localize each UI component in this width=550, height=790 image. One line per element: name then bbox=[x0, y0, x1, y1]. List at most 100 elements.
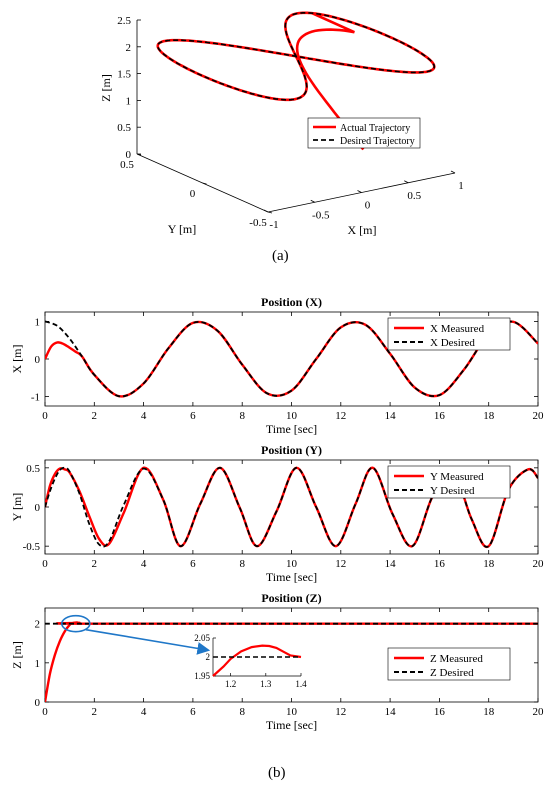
desired-trajectory-line bbox=[156, 12, 436, 101]
x-tick-label: -0.5 bbox=[312, 209, 330, 221]
x-tick-label: 12 bbox=[335, 558, 346, 570]
y-tick-label: 0 bbox=[35, 697, 41, 709]
z-tick-label: 1 bbox=[126, 95, 132, 107]
inset-y-tick-label: 2.05 bbox=[194, 633, 210, 643]
zoom-ellipse bbox=[61, 614, 91, 633]
x-tick-label: 20 bbox=[533, 706, 545, 718]
x-tick-label: 20 bbox=[533, 410, 545, 422]
x-axis-label: X [m] bbox=[348, 223, 377, 237]
legend-box bbox=[387, 317, 511, 351]
legend-box bbox=[307, 117, 421, 149]
x-tick-label: 8 bbox=[239, 706, 245, 718]
x-tick-label: 0 bbox=[365, 200, 371, 212]
z-tick-label: 0 bbox=[126, 149, 132, 161]
x-tick-label: 10 bbox=[286, 558, 298, 570]
x-tick-label: 20 bbox=[533, 558, 545, 570]
x-tick-label: 18 bbox=[483, 706, 495, 718]
legend-label: X Measured bbox=[430, 323, 485, 335]
z-tick-label: 2 bbox=[126, 42, 132, 54]
x-tick bbox=[450, 170, 456, 174]
x-tick-label: 14 bbox=[385, 410, 397, 422]
x-tick-label: 2 bbox=[92, 706, 98, 718]
chart-title: Position (Y) bbox=[261, 443, 322, 457]
chart-posy: Position (Y)0 2 4 6 8 10 12 14 16 18 20-0.500.5Tim… bbox=[10, 443, 544, 584]
x-tick-label: 0 bbox=[42, 558, 48, 570]
x-tick-label: 6 bbox=[190, 706, 196, 718]
x-tick-label: 0.5 bbox=[407, 190, 421, 202]
x-tick-label: 16 bbox=[434, 410, 446, 422]
legend-label: X Desired bbox=[430, 337, 475, 349]
inset-chart: 1.2 1.3 1.4 1.95 2 2.05 bbox=[194, 633, 321, 694]
legend: Actual Trajectory Desired Trajectory bbox=[307, 117, 421, 149]
series-line-desired bbox=[45, 320, 538, 398]
z-tick-label: 0.5 bbox=[117, 122, 131, 134]
y-tick-label: 0 bbox=[190, 188, 196, 200]
chart-title: Position (X) bbox=[261, 295, 322, 309]
x-tick-label: 18 bbox=[483, 410, 495, 422]
legend-box bbox=[387, 465, 511, 499]
x-tick-label: 12 bbox=[335, 706, 346, 718]
legend: X Measured X Desired bbox=[387, 317, 511, 351]
x-tick bbox=[310, 199, 315, 203]
subcaption-a: (a) bbox=[272, 248, 289, 264]
x-axis-label: Time [sec] bbox=[266, 422, 317, 436]
legend-label: Y Desired bbox=[430, 485, 475, 497]
x-tick-label: 8 bbox=[239, 558, 245, 570]
x-tick-label: 1 bbox=[458, 180, 464, 192]
x-tick bbox=[404, 180, 409, 184]
x-tick-label: 14 bbox=[385, 558, 397, 570]
legend-label: Actual Trajectory bbox=[340, 123, 410, 134]
y-tick-label: 2 bbox=[35, 619, 41, 631]
legend: Y Measured Y Desired bbox=[387, 465, 511, 499]
x-tick-label: 10 bbox=[286, 706, 298, 718]
subcaption-b: (b) bbox=[268, 765, 286, 781]
x-tick-label: 14 bbox=[385, 706, 397, 718]
y-tick-label: 0.5 bbox=[120, 159, 134, 171]
y-tick bbox=[202, 182, 207, 185]
x-tick-label: 16 bbox=[434, 558, 446, 570]
y-tick-label: 0.5 bbox=[26, 463, 40, 475]
y-tick-label: -1 bbox=[31, 392, 40, 404]
legend-label: Z Measured bbox=[430, 653, 483, 665]
x-tick-label: 8 bbox=[239, 410, 245, 422]
y-axis-label: Y [m] bbox=[168, 222, 197, 236]
legend-label: Z Desired bbox=[430, 667, 474, 679]
x-tick-label: 2 bbox=[92, 558, 98, 570]
x-tick-label: 2 bbox=[92, 410, 98, 422]
y-tick bbox=[267, 211, 273, 214]
y-axis-label: Z [m] bbox=[10, 641, 24, 669]
inset-y-tick-label: 1.95 bbox=[194, 671, 210, 681]
y-tick-label: 0 bbox=[35, 502, 41, 514]
z-tick-label: 1.5 bbox=[117, 69, 131, 81]
x-tick bbox=[263, 209, 269, 213]
x-tick-label: 18 bbox=[483, 558, 495, 570]
inset-measured-line bbox=[212, 644, 302, 677]
y-tick-label: -0.5 bbox=[249, 217, 267, 229]
y-tick-label: -0.5 bbox=[23, 541, 41, 553]
chart-traj3d: -1-0.500.51-0.500.500.511.522.5X [m]Y [m… bbox=[99, 11, 464, 237]
inset-x-tick-label: 1.4 bbox=[295, 679, 307, 689]
x-tick-label: -1 bbox=[269, 219, 278, 231]
legend: Z Measured Z Desired bbox=[387, 647, 511, 681]
inset-x-tick-label: 1.2 bbox=[225, 679, 236, 689]
zoom-arrow bbox=[85, 628, 211, 655]
x-tick-label: 16 bbox=[434, 706, 446, 718]
y-tick-label: 0 bbox=[35, 354, 41, 366]
x-axis-label: Time [sec] bbox=[266, 718, 317, 732]
x-tick-label: 12 bbox=[335, 410, 346, 422]
x-tick-label: 4 bbox=[141, 410, 147, 422]
inset-y-tick-label: 2 bbox=[206, 652, 211, 662]
legend-label: Y Measured bbox=[430, 471, 484, 483]
y-axis-label: Y [m] bbox=[10, 493, 24, 522]
x-tick-label: 6 bbox=[190, 410, 196, 422]
x-tick-label: 0 bbox=[42, 410, 48, 422]
x-tick bbox=[357, 190, 362, 193]
x-tick-label: 4 bbox=[141, 706, 147, 718]
legend-label: Desired Trajectory bbox=[340, 136, 415, 147]
z-tick-label: 2.5 bbox=[117, 15, 131, 27]
x-tick-label: 4 bbox=[141, 558, 147, 570]
x-tick-label: 10 bbox=[286, 410, 298, 422]
